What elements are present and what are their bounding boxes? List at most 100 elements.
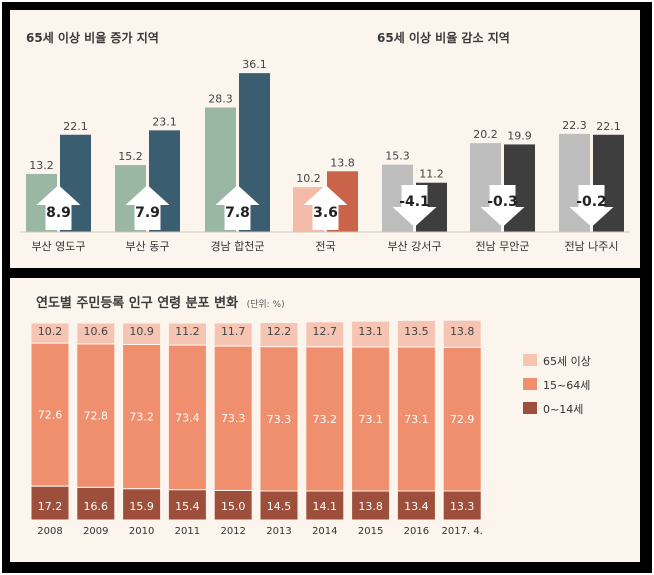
segment-65세 이상-2008 bbox=[30, 322, 70, 344]
segment-65세 이상-2011 bbox=[167, 322, 207, 346]
segment-value-label: 13.4 bbox=[404, 500, 429, 513]
segment-value-label: 72.6 bbox=[38, 409, 63, 422]
segment-65세 이상-2016 bbox=[396, 319, 436, 348]
year-label: 2010 bbox=[129, 526, 154, 537]
segment-0~14세-2014 bbox=[305, 490, 345, 521]
segment-0~14세-2010 bbox=[122, 488, 162, 521]
value-label: 22.1 bbox=[596, 120, 621, 133]
age-chart-title-text: 연도별 주민등록 인구 연령 분포 변화 bbox=[36, 296, 239, 311]
value-label: 10.2 bbox=[296, 172, 321, 185]
segment-value-label: 15.9 bbox=[129, 500, 154, 513]
increase-title: 65세 이상 비율 증가 지역 bbox=[26, 31, 159, 45]
segment-value-label: 14.5 bbox=[267, 500, 292, 513]
value-label: 11.2 bbox=[419, 168, 444, 181]
category-label: 전남 나주시 bbox=[564, 240, 618, 253]
segment-value-label: 73.1 bbox=[358, 413, 383, 426]
value-label: 15.2 bbox=[118, 150, 143, 163]
segment-0~14세-2008 bbox=[30, 485, 70, 521]
segment-15~64세-2009 bbox=[76, 343, 116, 488]
year-label: 2011 bbox=[175, 526, 200, 537]
segment-15~64세-2012 bbox=[213, 345, 253, 491]
segment-65세 이상-2012 bbox=[213, 322, 253, 347]
segment-value-label: 12.2 bbox=[267, 325, 292, 338]
segment-value-label: 10.9 bbox=[129, 325, 154, 338]
segment-15~64세-2013 bbox=[259, 346, 299, 492]
year-label: 2014 bbox=[312, 526, 337, 537]
change-label: 3.6 bbox=[313, 205, 338, 221]
category-label: 전국 bbox=[315, 240, 335, 253]
decrease-title: 65세 이상 비율 감소 지역 bbox=[377, 31, 510, 45]
year-label: 2016 bbox=[404, 526, 429, 537]
year-label: 2008 bbox=[37, 526, 62, 537]
category-label: 경남 합천군 bbox=[210, 239, 264, 253]
segment-65세 이상-2015 bbox=[351, 320, 391, 348]
segment-value-label: 73.1 bbox=[404, 413, 429, 426]
segment-value-label: 13.3 bbox=[450, 500, 475, 513]
up-arrow-icon bbox=[303, 185, 348, 230]
segment-0~14세-2011 bbox=[167, 489, 207, 521]
segment-65세 이상-2009 bbox=[76, 322, 116, 345]
change-label: 7.8 bbox=[225, 205, 250, 221]
value-label: 19.9 bbox=[507, 129, 532, 142]
segment-value-label: 13.5 bbox=[404, 325, 429, 338]
segment-15~64세-2015 bbox=[351, 346, 391, 492]
segment-value-label: 12.7 bbox=[313, 325, 338, 338]
regional-bar-chart: 13.2 22.1 8.9 부산 영도구 15.2 23.1 7.9 부산 동구 28.3 36.… bbox=[20, 58, 630, 253]
legend-label: 65세 이상 bbox=[543, 355, 591, 368]
value-label: 20.2 bbox=[473, 128, 498, 141]
segment-15~64세-2010 bbox=[122, 343, 162, 490]
up-arrow-icon bbox=[36, 185, 81, 230]
year-label: 2015 bbox=[358, 526, 383, 537]
segment-value-label: 73.3 bbox=[221, 412, 246, 425]
segment-value-label: 13.8 bbox=[450, 325, 475, 338]
segment-0~14세-2017. 4. bbox=[442, 490, 482, 521]
category-label: 전남 무안군 bbox=[475, 240, 529, 253]
year-label: 2012 bbox=[220, 526, 245, 537]
segment-value-label: 15.0 bbox=[221, 500, 246, 513]
up-arrow-icon bbox=[215, 185, 260, 230]
segment-value-label: 16.6 bbox=[84, 500, 109, 513]
age-stacked-bar-chart: 17.2 72.6 10.2 2008 16.6 72.8 10.6 2009 15.9 73.2… bbox=[30, 319, 591, 537]
segment-65세 이상-2013 bbox=[259, 322, 299, 348]
down-arrow-icon bbox=[569, 185, 614, 227]
segment-value-label: 13.8 bbox=[358, 500, 383, 513]
segment-value-label: 72.8 bbox=[84, 410, 109, 423]
year-label: 2009 bbox=[83, 526, 108, 537]
segment-65세 이상-2014 bbox=[305, 321, 345, 348]
category-label: 부산 동구 bbox=[126, 240, 170, 253]
value-label: 15.3 bbox=[385, 150, 410, 163]
up-arrow-icon bbox=[125, 185, 170, 230]
segment-0~14세-2015 bbox=[351, 490, 391, 521]
segment-value-label: 11.7 bbox=[221, 325, 246, 338]
value-label: 13.2 bbox=[29, 159, 54, 172]
segment-value-label: 10.6 bbox=[84, 325, 109, 338]
year-label: 2013 bbox=[266, 526, 291, 537]
legend-swatch-15~64세 bbox=[523, 378, 537, 390]
change-label: -4.1 bbox=[399, 194, 430, 210]
value-label: 22.3 bbox=[562, 119, 587, 132]
segment-65세 이상-2017. 4. bbox=[442, 319, 482, 348]
value-label: 28.3 bbox=[208, 92, 233, 105]
regional-change-panel: 65세 이상 비율 증가 지역 65세 이상 비율 감소 지역 13.2 22.1… bbox=[10, 10, 640, 268]
segment-value-label: 11.2 bbox=[175, 325, 200, 338]
segment-0~14세-2016 bbox=[396, 490, 436, 521]
segment-0~14세-2009 bbox=[76, 486, 116, 521]
age-chart-unit: (단위: %) bbox=[246, 300, 285, 310]
segment-value-label: 72.9 bbox=[450, 413, 475, 426]
segment-0~14세-2013 bbox=[259, 490, 299, 521]
segment-value-label: 73.4 bbox=[175, 411, 200, 424]
segment-value-label: 73.2 bbox=[313, 413, 338, 426]
segment-value-label: 13.1 bbox=[358, 325, 383, 338]
segment-value-label: 73.3 bbox=[267, 413, 292, 426]
segment-value-label: 73.2 bbox=[129, 411, 154, 424]
segment-value-label: 15.4 bbox=[175, 500, 200, 513]
segment-15~64세-2011 bbox=[167, 344, 207, 491]
legend-swatch-65세 이상 bbox=[523, 354, 537, 366]
segment-15~64세-2017. 4. bbox=[442, 346, 482, 492]
value-label: 22.1 bbox=[63, 120, 88, 133]
age-distribution-panel: 연도별 주민등록 인구 연령 분포 변화 (단위: %) 17.2 72.6 10.… bbox=[10, 278, 640, 562]
segment-value-label: 17.2 bbox=[38, 500, 63, 513]
value-label: 36.1 bbox=[242, 58, 267, 71]
change-label: 8.9 bbox=[46, 205, 71, 221]
segment-65세 이상-2010 bbox=[122, 322, 162, 345]
